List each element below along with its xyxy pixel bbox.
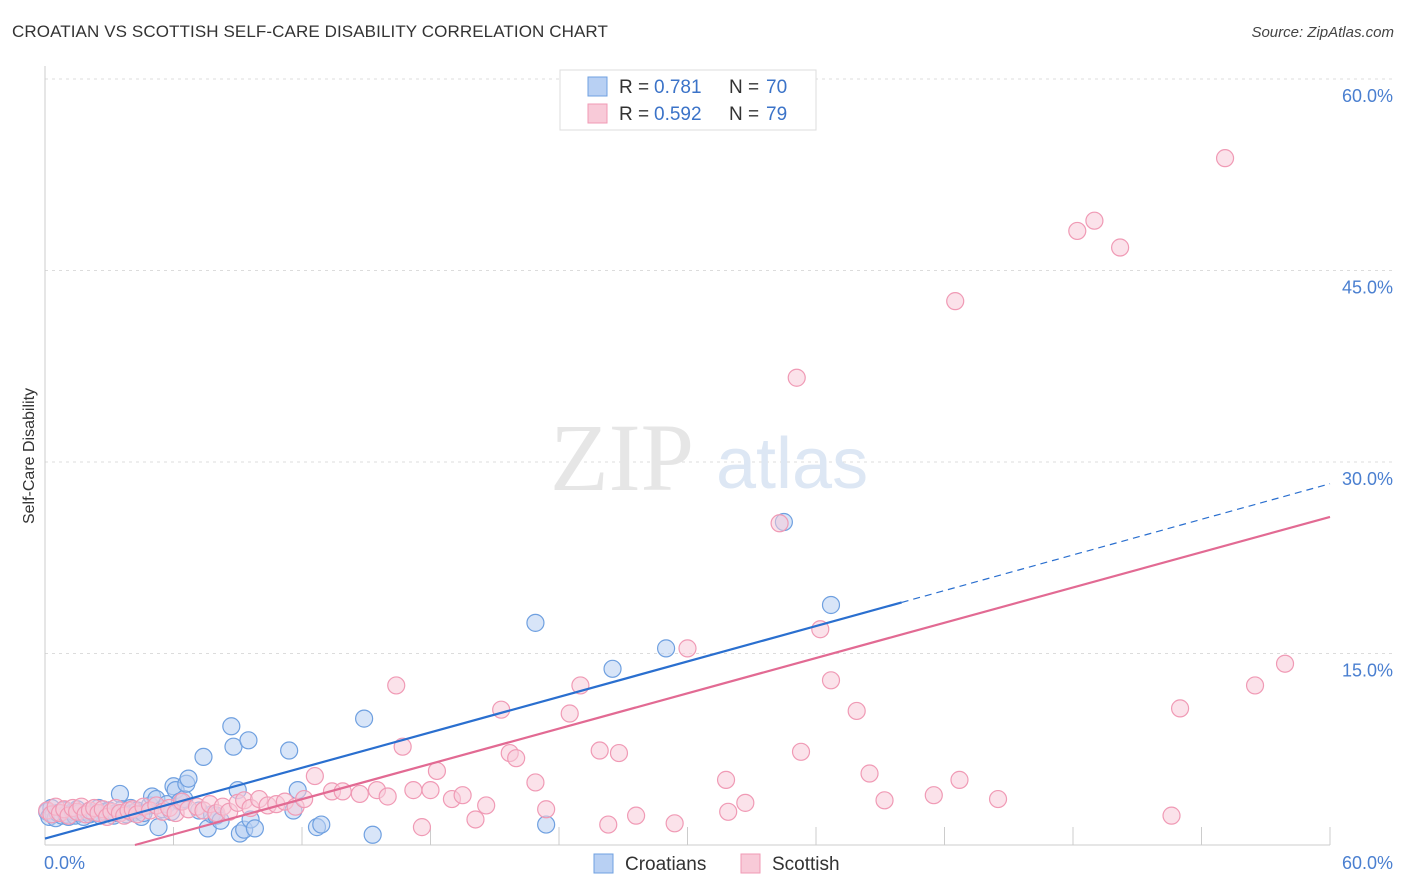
y-tick-label: 30.0% xyxy=(1342,469,1393,489)
watermark-zip: ZIP xyxy=(550,404,694,511)
scottish-point xyxy=(387,676,406,695)
scottish-point xyxy=(427,761,447,781)
scottish-point xyxy=(719,802,738,821)
watermark-atlas: atlas xyxy=(716,424,868,504)
scottish-point xyxy=(466,810,485,829)
source-credit: Source: ZipAtlas.com xyxy=(1251,24,1394,41)
scottish-point xyxy=(1162,806,1181,825)
scottish-point xyxy=(378,787,397,806)
legend-swatch-croatians xyxy=(593,853,614,874)
stats-n-value: 79 xyxy=(766,104,787,125)
scottish-point xyxy=(526,773,545,792)
scottish-point xyxy=(1111,238,1130,257)
chart-title: CROATIAN VS SCOTTISH SELF-CARE DISABILIT… xyxy=(12,22,608,41)
scottish-point xyxy=(678,639,697,658)
scottish-point xyxy=(716,770,736,789)
x-tick-label: 60.0% xyxy=(1342,853,1393,873)
scottish-point xyxy=(875,791,894,810)
y-tick-label: 60.0% xyxy=(1342,86,1393,106)
scottish-point xyxy=(988,789,1008,809)
scottish-point xyxy=(847,701,866,721)
stats-r-value: 0.592 xyxy=(654,104,702,125)
legend-label-croatians: Croatians xyxy=(625,854,706,875)
scottish-point xyxy=(787,368,806,387)
croatian-point xyxy=(245,819,264,838)
croatian-point xyxy=(363,825,382,844)
legend-label-scottish: Scottish xyxy=(772,854,840,875)
croatian-point xyxy=(239,731,258,750)
scottish-point xyxy=(412,818,432,837)
scottish-point xyxy=(393,737,412,756)
scottish-point xyxy=(1085,211,1104,230)
stats-swatch-scottish xyxy=(587,103,608,124)
scottish-point xyxy=(404,781,423,800)
watermark: ZIP atlas xyxy=(550,404,868,511)
scottish-point xyxy=(477,796,496,815)
stats-r-value: 0.781 xyxy=(654,77,702,98)
x-tick-label: 0.0% xyxy=(44,853,85,873)
scottish-point xyxy=(453,786,472,805)
scottish-point xyxy=(599,815,618,834)
scottish-point xyxy=(350,784,369,804)
scottish-point xyxy=(665,814,684,833)
y-tick-label: 15.0% xyxy=(1342,661,1393,681)
y-tick-label: 45.0% xyxy=(1342,278,1393,298)
croatian-point xyxy=(656,639,676,658)
stats-legend: R = 0.781 N = 70 R = 0.592 N = 79 xyxy=(559,69,817,131)
scottish-point xyxy=(1215,149,1235,168)
scottish-point xyxy=(421,781,440,800)
scottish-point xyxy=(770,514,789,533)
croatian-point xyxy=(312,815,331,834)
croatian-point xyxy=(537,815,556,834)
scottish-point xyxy=(946,292,965,311)
croatian-point xyxy=(355,709,374,728)
scottish-trend-line xyxy=(134,515,1331,847)
stats-n-value: 70 xyxy=(766,77,787,98)
scottish-point xyxy=(1068,221,1087,241)
croatian-point xyxy=(280,741,299,760)
legend-swatch-scottish xyxy=(740,853,761,874)
croatian-point xyxy=(179,769,198,788)
croatian-point xyxy=(194,747,213,767)
croatian-point xyxy=(222,717,241,736)
croatian-point xyxy=(603,659,622,678)
scottish-point xyxy=(507,749,526,768)
tick-labels: 15.0% 30.0% 45.0% 60.0% 0.0% 60.0% xyxy=(44,86,1393,873)
y-axis-label: Self-Care Disability xyxy=(21,388,38,524)
stats-r-label: R = xyxy=(619,77,649,98)
scottish-point xyxy=(560,704,579,723)
scottish-point xyxy=(791,742,811,761)
scottish-point xyxy=(821,671,841,690)
trend-lines xyxy=(44,483,1331,847)
scottish-point xyxy=(924,786,943,805)
scottish-point xyxy=(626,806,646,825)
scottish-point xyxy=(1245,676,1265,695)
scottish-point xyxy=(1275,654,1295,673)
scottish-point xyxy=(860,764,879,783)
scottish-point xyxy=(590,741,609,760)
croatian-point xyxy=(149,818,168,837)
croatian-trend-line xyxy=(44,601,902,840)
croatian-point xyxy=(526,613,545,632)
scottish-point xyxy=(305,766,324,786)
scottish-point xyxy=(950,770,969,789)
series-legend: Croatians Scottish xyxy=(593,853,840,875)
stats-r-label: R = xyxy=(619,104,649,125)
croatian-point xyxy=(821,595,841,615)
scottish-point xyxy=(736,793,755,812)
croatian-trend-extension xyxy=(901,483,1331,604)
croatian-point xyxy=(224,737,243,756)
grid-lines xyxy=(45,78,1392,654)
scottish-point xyxy=(537,800,556,819)
scottish-point xyxy=(1170,699,1190,718)
stats-n-label: N = xyxy=(729,77,759,98)
stats-swatch-croatians xyxy=(587,76,608,97)
scottish-point xyxy=(609,743,629,763)
stats-n-label: N = xyxy=(729,104,759,125)
